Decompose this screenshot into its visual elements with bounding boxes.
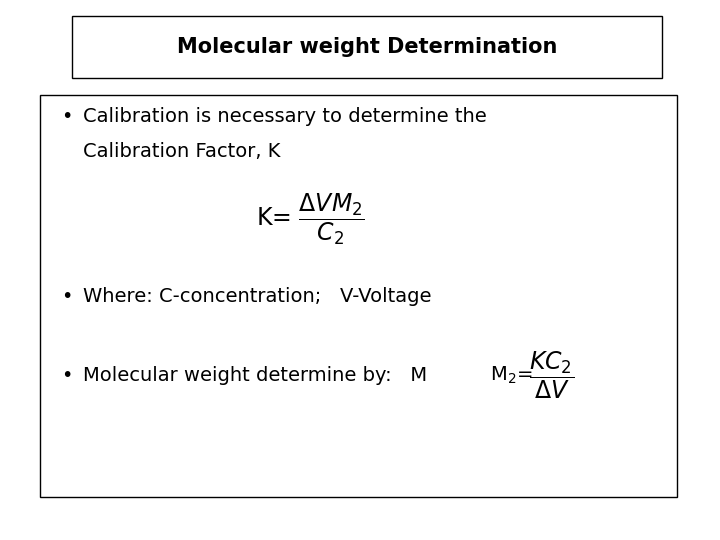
Bar <box>40 94 677 497</box>
Text: Where: C-concentration;   V-Voltage: Where: C-concentration; V-Voltage <box>83 287 431 307</box>
Text: •: • <box>61 366 73 385</box>
Text: Calibration is necessary to determine the: Calibration is necessary to determine th… <box>83 106 487 126</box>
Text: •: • <box>61 287 73 307</box>
Text: K= $\dfrac{\Delta V M_2}{C_2}$: K= $\dfrac{\Delta V M_2}{C_2}$ <box>256 191 364 247</box>
Text: $\mathregular{M_2}$=: $\mathregular{M_2}$= <box>490 364 532 386</box>
Text: Molecular weight determine by:   M: Molecular weight determine by: M <box>83 366 427 385</box>
Text: $\dfrac{KC_2}{\Delta V}$: $\dfrac{KC_2}{\Delta V}$ <box>529 349 575 401</box>
Text: Calibration Factor, K: Calibration Factor, K <box>83 141 280 161</box>
Text: •: • <box>61 106 73 126</box>
Bar <box>72 16 662 78</box>
Text: Molecular weight Determination: Molecular weight Determination <box>177 37 557 57</box>
